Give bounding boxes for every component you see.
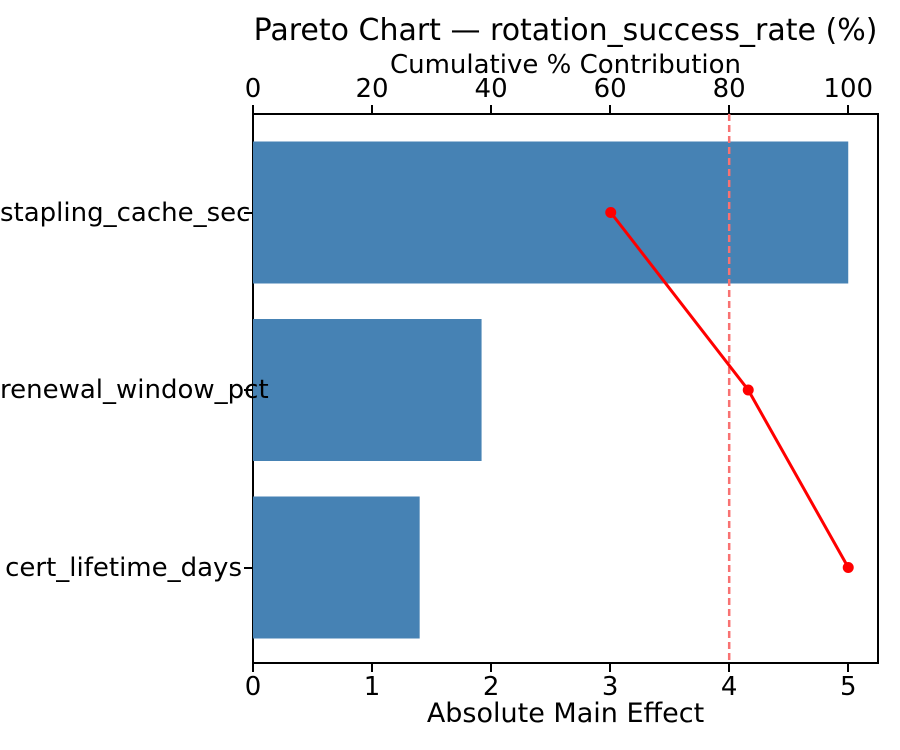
x-axis-tick-label-top: 20 (355, 74, 389, 104)
x-axis-tick-label-bottom: 1 (363, 672, 381, 702)
x-axis-tick-top (371, 105, 374, 113)
x-axis-tick-bottom (490, 664, 493, 672)
x-axis-tick-label-top: 60 (593, 74, 627, 104)
x-axis-tick-label-bottom: 3 (601, 672, 619, 702)
bar-stapling_cache_sec (253, 141, 849, 284)
x-axis-tick-bottom (847, 664, 850, 672)
plot-canvas (253, 114, 854, 663)
x-axis-tick-bottom (252, 664, 254, 672)
bar-cert_lifetime_days (253, 496, 420, 639)
x-axis-tick-label-bottom: 4 (720, 672, 738, 702)
x-axis-tick-top (490, 105, 493, 113)
y-axis-tick-label-renewal_window_pct: renewal_window_pct (0, 375, 269, 405)
y-axis-tick-label-cert_lifetime_days: cert_lifetime_days (5, 552, 242, 583)
x-axis-tick-top (609, 105, 612, 113)
y-axis-tick-label-stapling_cache_sec: stapling_cache_sec (0, 197, 251, 228)
x-axis-tick-label-bottom: 5 (839, 672, 857, 702)
x-axis-tick-label-top: 40 (474, 74, 508, 104)
chart-title: Pareto Chart — rotation_success_rate (%) (253, 13, 878, 48)
x-axis-tick-label-bottom: 0 (244, 672, 262, 702)
y-axis-tick (244, 211, 252, 214)
cumulative-point-cert_lifetime_days (842, 562, 854, 573)
cumulative-point-renewal_window_pct (742, 384, 754, 396)
y-axis-tick (244, 389, 252, 391)
x-axis-tick-bottom (609, 664, 612, 672)
x-axis-tick-bottom (371, 664, 374, 672)
y-axis-tick (244, 566, 252, 569)
x-axis-tick-label-bottom: 2 (482, 672, 500, 702)
cumulative-point-stapling_cache_sec (605, 207, 617, 218)
x-axis-tick-label-top: 0 (244, 74, 262, 104)
x-axis-tick-label-top: 100 (823, 74, 874, 104)
x-axis-tick-label-top: 80 (712, 74, 746, 104)
x-axis-tick-top (728, 105, 731, 113)
bar-renewal_window_pct (253, 319, 482, 461)
x-axis-tick-top (847, 105, 850, 113)
bottom-axis-label: Absolute Main Effect (426, 698, 705, 729)
x-axis-tick-top (252, 105, 254, 113)
x-axis-tick-bottom (728, 664, 731, 672)
top-axis-label: Cumulative % Contribution (389, 50, 742, 80)
